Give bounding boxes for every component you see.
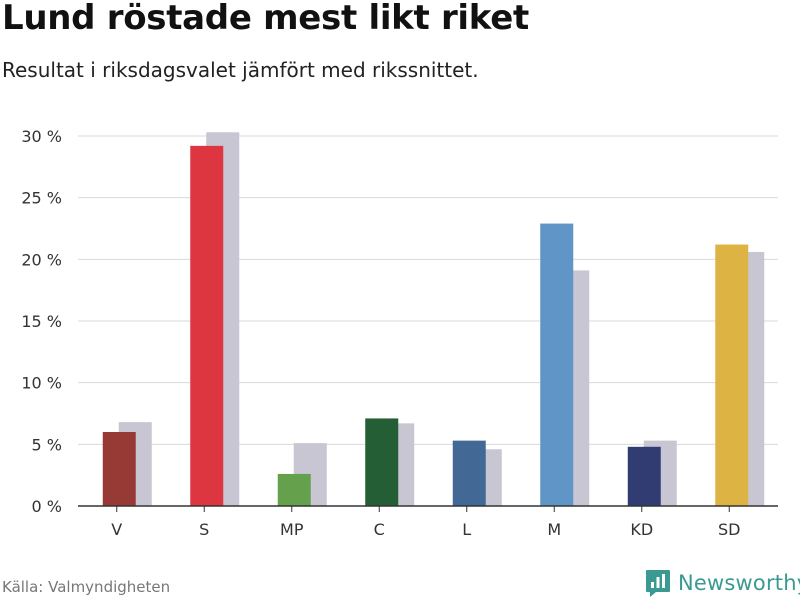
y-tick-label: 20 % xyxy=(21,250,62,269)
x-tick-label: MP xyxy=(280,520,304,539)
x-tick-label: S xyxy=(199,520,209,539)
y-tick-label: 30 % xyxy=(21,127,62,146)
bar-lund-mp xyxy=(277,473,311,506)
bar-lund-sd xyxy=(715,244,749,507)
y-tick-label: 5 % xyxy=(32,435,62,454)
y-tick-label: 0 % xyxy=(32,497,62,516)
bars xyxy=(102,132,765,507)
newsworthy-logo-icon xyxy=(646,570,670,597)
bar-lund-kd xyxy=(627,446,661,506)
bar-lund-l xyxy=(452,440,486,506)
chart-title: Lund röstade mest likt riket xyxy=(2,0,529,38)
x-tick-label: V xyxy=(111,520,122,539)
x-tick-label: KD xyxy=(630,520,653,539)
x-axis: V S MP C L M KD SD xyxy=(78,505,778,539)
bar-lund-v xyxy=(102,432,136,506)
y-tick-label: 10 % xyxy=(21,374,62,393)
bar-lund-c xyxy=(365,418,399,506)
source-note: Källa: Valmyndigheten xyxy=(2,578,171,596)
bar-lund-m xyxy=(540,223,574,507)
chart-subtitle: Resultat i riksdagsvalet jämfört med rik… xyxy=(2,58,479,82)
brand-name: Newsworthy xyxy=(678,571,800,595)
y-tick-label: 15 % xyxy=(21,312,62,331)
brand-logo[interactable]: Newsworthy xyxy=(644,568,800,598)
y-axis: 0 % 5 % 10 % 15 % 20 % 25 % 30 % xyxy=(21,127,62,516)
x-tick-label: C xyxy=(374,520,385,539)
x-tick-label: SD xyxy=(718,520,740,539)
x-tick-label: L xyxy=(462,520,471,539)
y-tick-label: 25 % xyxy=(21,189,62,208)
x-tick-label: M xyxy=(547,520,561,539)
bar-lund-s xyxy=(190,145,224,506)
gridlines xyxy=(78,135,778,445)
